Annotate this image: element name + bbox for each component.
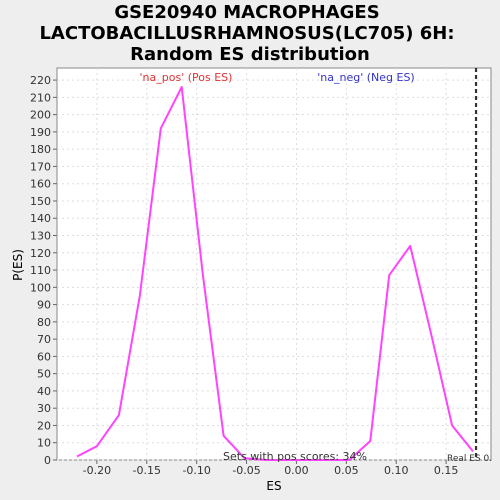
y-tick-label: 10 [37, 437, 51, 450]
y-tick-label: 180 [30, 143, 51, 156]
y-tick-label: 140 [30, 212, 51, 225]
axis-layer: 0 10 20 30 40 50 60 70 80 90 100 110 120 130 140 150 160… [30, 74, 458, 477]
chart-title-line-1: GSE20940 MACROPHAGES [114, 2, 379, 23]
y-tick-label: 220 [30, 74, 51, 87]
x-tick-label: -0.15 [133, 464, 161, 477]
y-tick-label: 0 [44, 454, 51, 467]
chart-title-line-2: LACTOBACILLUSRHAMNOSUS(LC705) 6H: [39, 23, 454, 44]
y-tick-label: 150 [30, 195, 51, 208]
grid-layer [57, 68, 491, 461]
y-tick-label: 200 [30, 109, 51, 122]
y-tick-label: 170 [30, 160, 51, 173]
y-tick-label: 70 [37, 333, 51, 346]
neg-es-label: 'na_neg' (Neg ES) [317, 71, 414, 84]
y-tick-label: 60 [37, 350, 51, 363]
y-tick-label: 40 [37, 385, 51, 398]
pos-es-label: 'na_pos' (Pos ES) [140, 71, 233, 84]
y-tick-label: 190 [30, 126, 51, 139]
x-tick-label: -0.20 [83, 464, 111, 477]
y-axis-label: P(ES) [11, 249, 25, 281]
x-tick-label: 0.10 [384, 464, 409, 477]
es-distribution-line [76, 86, 474, 461]
y-tick-label: 120 [30, 247, 51, 260]
y-tick-label: 50 [37, 368, 51, 381]
y-tick-label: 130 [30, 230, 51, 243]
chart-title-line-3: Random ES distribution [130, 44, 370, 65]
pos-scores-text: Sets with pos scores: 34% [223, 450, 367, 463]
y-tick-label: 30 [37, 402, 51, 415]
y-tick-label: 100 [30, 281, 51, 294]
real-es-label: Real ES 0. [447, 454, 492, 464]
x-tick-label: -0.05 [232, 464, 260, 477]
plot-area [56, 67, 492, 461]
y-tick-label: 80 [37, 316, 51, 329]
x-tick-label: 0.00 [284, 464, 309, 477]
x-axis-label: ES [266, 479, 281, 493]
y-tick-label: 20 [37, 419, 51, 432]
x-tick-label: 0.05 [334, 464, 359, 477]
x-tick-label: -0.10 [182, 464, 210, 477]
y-tick-label: 160 [30, 178, 51, 191]
y-tick-label: 90 [37, 299, 51, 312]
y-tick-label: 210 [30, 91, 51, 104]
series-layer [76, 86, 474, 461]
x-tick-label: 0.15 [434, 464, 459, 477]
y-tick-label: 110 [30, 264, 51, 277]
